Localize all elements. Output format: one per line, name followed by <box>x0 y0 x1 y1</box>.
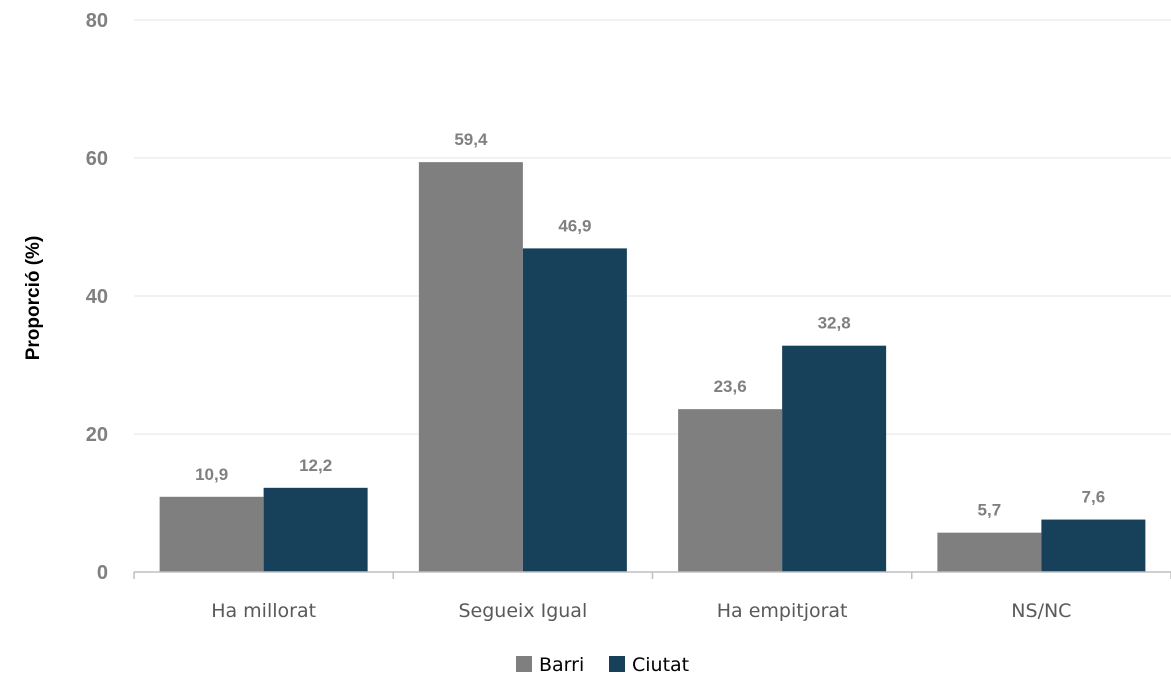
x-axis-ticks: Ha millorat Segueix Igual Ha empitjorat NS/… <box>211 600 1071 622</box>
bar-ciutat <box>263 487 368 572</box>
y-tick-label: 40 <box>86 286 108 308</box>
data-label: 12,2 <box>299 456 332 475</box>
legend-label: Ciutat <box>632 654 689 676</box>
legend-label: Barri <box>539 654 584 676</box>
y-tick-label: 20 <box>86 424 108 446</box>
data-label: 10,9 <box>195 465 228 484</box>
bar-ciutat <box>782 345 887 572</box>
x-tick-label: NS/NC <box>1011 600 1071 622</box>
data-label: 32,8 <box>818 314 851 333</box>
x-tick-label: Ha millorat <box>211 600 316 622</box>
bars <box>159 162 1146 572</box>
data-label: 59,4 <box>454 130 488 149</box>
y-tick-label: 0 <box>97 562 108 584</box>
bar-barri <box>418 162 523 572</box>
data-label: 23,6 <box>714 377 747 396</box>
y-tick-label: 60 <box>86 148 108 170</box>
data-labels: 10,9 12,2 59,4 46,9 23,6 32,8 5,7 7,6 <box>195 130 1105 520</box>
data-label: 46,9 <box>558 216 591 235</box>
bar-barri <box>678 409 783 572</box>
bar-ciutat <box>1041 519 1146 572</box>
legend-swatch-barri <box>516 656 532 672</box>
bar-barri <box>937 532 1042 572</box>
legend: Barri Ciutat <box>516 654 689 676</box>
y-axis-ticks: 0 20 40 60 80 <box>86 10 108 584</box>
data-label: 7,6 <box>1082 488 1106 507</box>
y-tick-label: 80 <box>86 10 108 32</box>
gridlines <box>134 19 1171 435</box>
data-label: 5,7 <box>978 501 1002 520</box>
x-tick-label: Segueix Igual <box>459 600 588 622</box>
bar-barri <box>159 496 264 572</box>
x-tick-label: Ha empitjorat <box>717 600 848 622</box>
y-axis-label: Proporció (%) <box>23 236 44 361</box>
bar-ciutat <box>522 248 627 572</box>
x-axis <box>133 571 1171 579</box>
legend-swatch-ciutat <box>609 656 625 672</box>
